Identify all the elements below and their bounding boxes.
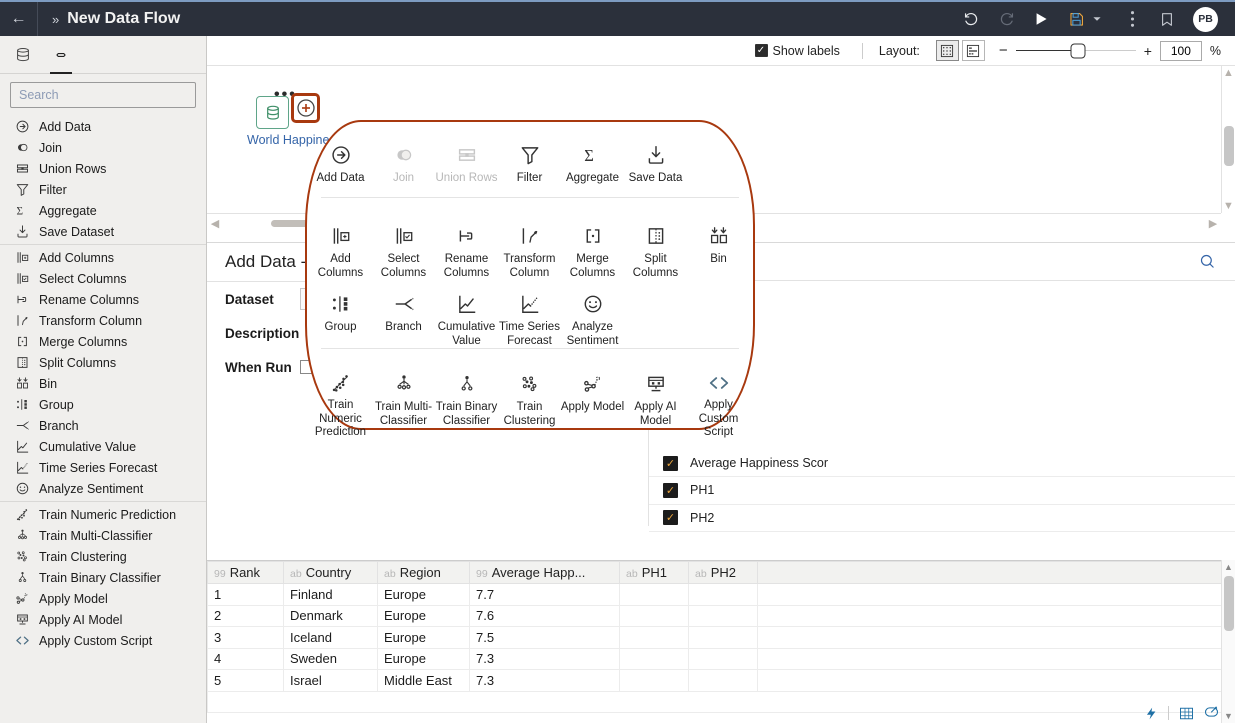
svg-text:Σ: Σ xyxy=(584,146,594,165)
svg-text:Σ: Σ xyxy=(16,206,23,218)
